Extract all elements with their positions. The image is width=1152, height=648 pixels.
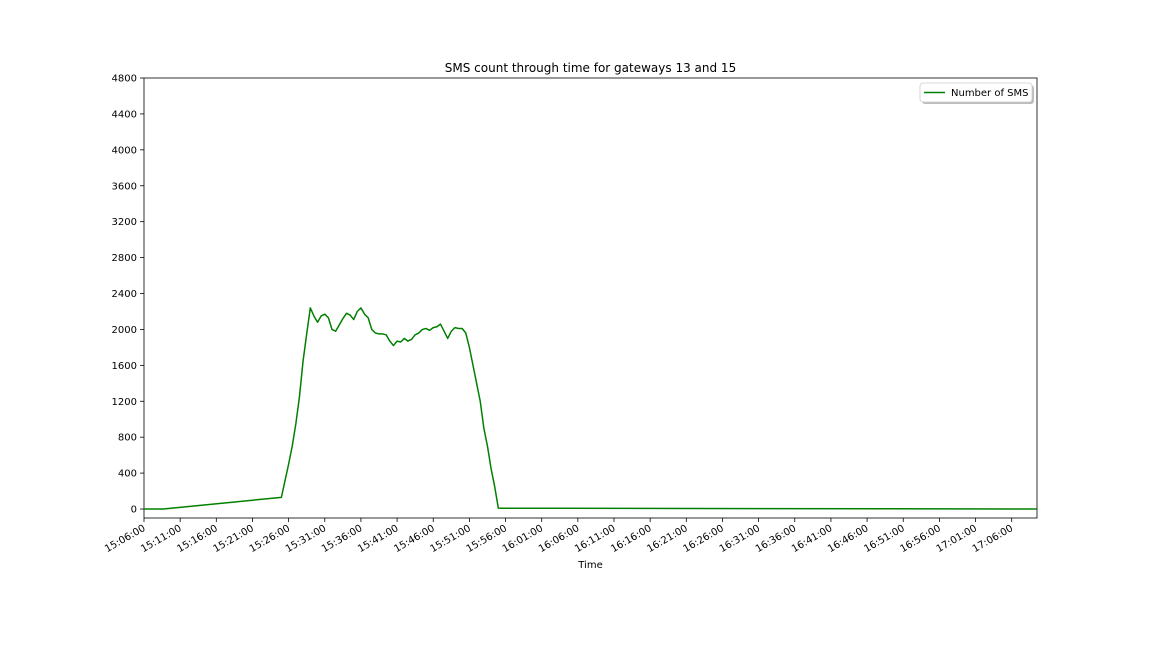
x-tick-label: 16:01:00 (501, 523, 545, 555)
x-tick-label: 16:36:00 (754, 523, 798, 555)
y-tick-label: 0 (131, 505, 137, 516)
y-tick-label: 1200 (112, 397, 137, 408)
plot-area (143, 77, 1038, 519)
y-tick-label: 3600 (112, 181, 137, 192)
legend-box (919, 82, 1033, 103)
y-tick-label: 800 (118, 433, 137, 444)
y-tick-label: 1600 (112, 361, 137, 372)
x-axis: 15:06:0015:11:0015:16:0015:21:0015:26:00… (103, 518, 1015, 555)
y-tick-label: 4400 (112, 109, 137, 120)
series-line-0 (144, 307, 1038, 510)
y-tick-label: 4800 (112, 74, 137, 85)
legend: Number of SMS (919, 82, 1034, 104)
y-tick-label: 4000 (112, 145, 137, 156)
y-tick-label: 3200 (112, 217, 137, 228)
y-tick-label: 2800 (112, 253, 137, 264)
y-tick-label: 400 (118, 469, 137, 480)
y-tick-label: 2400 (112, 289, 137, 300)
x-tick-label: 15:31:00 (284, 523, 328, 555)
y-tick-label: 2000 (112, 325, 137, 336)
chart-title: SMS count through time for gateways 13 a… (445, 61, 736, 75)
legend-label: Number of SMS (951, 88, 1029, 99)
x-tick-label: 17:06:00 (971, 523, 1015, 555)
x-tick-label: 16:06:00 (537, 523, 581, 555)
y-axis: 0 400 800 1200 1600 2000 2400 2800 3200 3600 4000 4… (112, 74, 144, 516)
x-axis-label: Time (577, 560, 602, 571)
